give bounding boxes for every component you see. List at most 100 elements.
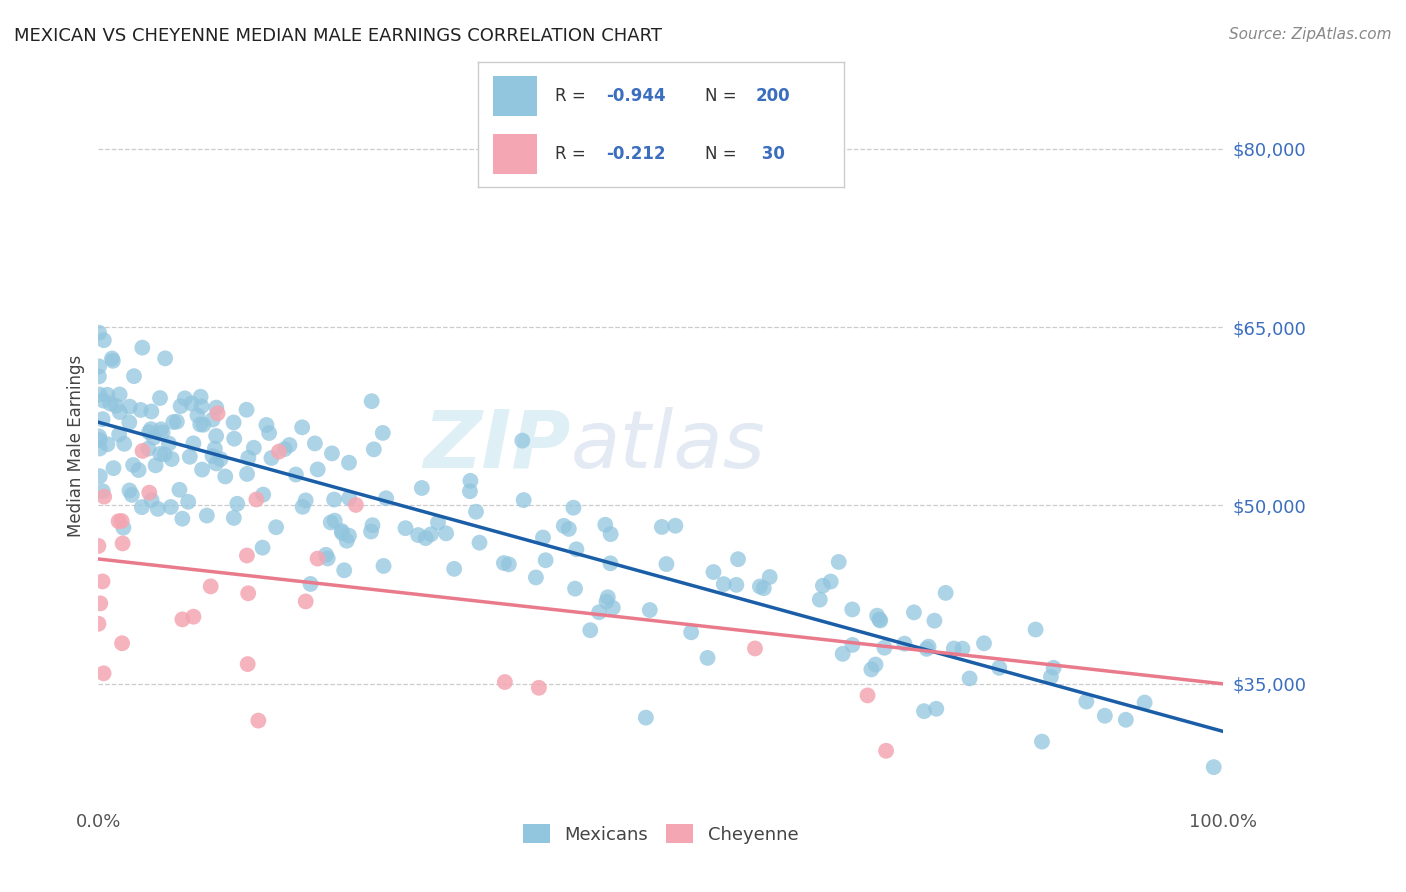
Text: N =: N = — [704, 87, 741, 105]
Point — [169, 483, 191, 497]
Point — [299, 577, 322, 591]
Point — [524, 570, 547, 584]
Point — [903, 606, 925, 620]
Point — [222, 511, 245, 525]
Point — [752, 581, 775, 595]
Point — [713, 577, 735, 591]
Point — [89, 387, 111, 401]
Point — [89, 469, 111, 483]
Point — [108, 405, 131, 419]
Point — [1115, 713, 1137, 727]
Point — [360, 524, 382, 539]
Point — [209, 452, 232, 467]
FancyBboxPatch shape — [492, 76, 537, 116]
Text: -0.944: -0.944 — [606, 87, 665, 105]
Point — [236, 467, 259, 481]
Point — [205, 401, 228, 415]
Point — [180, 396, 202, 410]
Point — [596, 591, 619, 605]
Point — [865, 657, 887, 672]
Point — [494, 675, 516, 690]
Point — [307, 551, 329, 566]
Point — [111, 536, 134, 550]
Text: -0.212: -0.212 — [606, 145, 665, 162]
Point — [183, 436, 205, 450]
Point — [564, 582, 586, 596]
Point — [588, 605, 610, 619]
Point — [443, 562, 465, 576]
Point — [294, 594, 316, 608]
Point — [315, 548, 337, 562]
Point — [112, 521, 135, 535]
Point — [925, 702, 948, 716]
Point — [304, 436, 326, 450]
Point — [333, 563, 356, 577]
Legend: Mexicans, Cheyenne: Mexicans, Cheyenne — [516, 817, 806, 851]
Point — [973, 636, 995, 650]
Point — [748, 580, 770, 594]
Point — [235, 402, 257, 417]
Point — [118, 416, 141, 430]
Point — [121, 488, 143, 502]
Point — [811, 579, 834, 593]
Point — [205, 429, 228, 443]
Point — [89, 596, 111, 610]
Point — [875, 744, 897, 758]
Point — [915, 641, 938, 656]
Point — [330, 526, 353, 541]
Text: 30: 30 — [756, 145, 785, 162]
Point — [959, 672, 981, 686]
Point — [103, 461, 125, 475]
Point — [337, 529, 360, 543]
Point — [131, 500, 153, 515]
Point — [131, 341, 153, 355]
Point — [634, 710, 657, 724]
Point — [254, 417, 277, 432]
Point — [96, 437, 118, 451]
Point — [307, 462, 329, 476]
Point — [841, 638, 863, 652]
Point — [655, 557, 678, 571]
Point — [593, 517, 616, 532]
Point — [183, 609, 205, 624]
Point — [188, 417, 211, 432]
Point — [321, 446, 343, 460]
Point — [190, 390, 212, 404]
Point — [1202, 760, 1225, 774]
Point — [122, 369, 145, 384]
Point — [87, 539, 110, 553]
Point — [128, 463, 150, 477]
Point — [856, 689, 879, 703]
Point — [150, 422, 173, 436]
Point — [406, 528, 429, 542]
Text: ZIP: ZIP — [423, 407, 571, 485]
Point — [562, 500, 585, 515]
Point — [138, 485, 160, 500]
Point — [565, 542, 588, 557]
Point — [236, 657, 259, 672]
Point — [201, 449, 224, 463]
Point — [336, 533, 359, 548]
Point — [149, 391, 172, 405]
Text: MEXICAN VS CHEYENNE MEDIAN MALE EARNINGS CORRELATION CHART: MEXICAN VS CHEYENNE MEDIAN MALE EARNINGS… — [14, 27, 662, 45]
Point — [162, 415, 184, 429]
Point — [87, 616, 110, 631]
Point — [291, 500, 314, 514]
Point — [236, 549, 259, 563]
Point — [460, 474, 482, 488]
Point — [434, 526, 457, 541]
Point — [361, 518, 384, 533]
Point — [860, 662, 883, 676]
Point — [427, 516, 450, 530]
Point — [725, 578, 748, 592]
Point — [375, 491, 398, 506]
Point — [139, 422, 162, 436]
Text: Source: ZipAtlas.com: Source: ZipAtlas.com — [1229, 27, 1392, 42]
Point — [91, 574, 114, 589]
Point — [323, 492, 346, 507]
Point — [108, 387, 131, 401]
Point — [323, 514, 346, 528]
Point — [118, 400, 141, 414]
Point — [512, 493, 534, 508]
Point — [512, 434, 534, 448]
